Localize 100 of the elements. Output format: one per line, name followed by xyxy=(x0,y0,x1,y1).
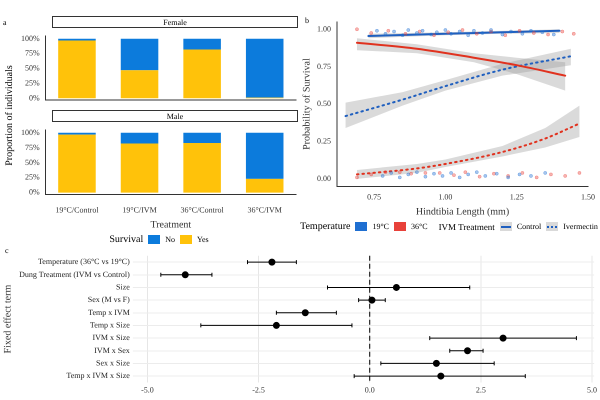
point xyxy=(466,33,470,38)
point xyxy=(404,32,408,36)
y-tick-label: 100% xyxy=(20,34,40,43)
x-tick-label: -5.0 xyxy=(141,385,154,394)
bar xyxy=(246,132,284,179)
point xyxy=(474,32,479,36)
point xyxy=(509,30,513,34)
y-tick-label: Dung Treatment (IVM vs Control) xyxy=(19,270,130,279)
x-axis-title: Treatment xyxy=(150,220,192,231)
x-tick-label: 0.0 xyxy=(364,385,375,394)
legend-label: No xyxy=(165,235,176,244)
y-tick-label: IVM x Sex xyxy=(94,346,130,355)
point xyxy=(472,28,476,33)
bar xyxy=(120,70,158,98)
point xyxy=(369,31,374,35)
x-tick-label: 36°C/IVM xyxy=(248,205,282,214)
point xyxy=(520,32,524,36)
point xyxy=(483,174,488,178)
point xyxy=(432,33,436,38)
point xyxy=(572,32,576,36)
bar xyxy=(120,144,158,193)
point xyxy=(560,30,564,34)
point xyxy=(480,31,484,35)
y-axis-title: Proportion of individuals xyxy=(4,64,15,166)
text: c xyxy=(5,246,9,255)
point xyxy=(540,30,544,34)
x-tick-label: 5.0 xyxy=(586,385,597,394)
point xyxy=(444,28,448,32)
line-series xyxy=(344,55,572,118)
text: IVM Treatment xyxy=(438,222,495,232)
point xyxy=(380,174,384,178)
point xyxy=(503,33,508,38)
point xyxy=(460,28,464,32)
point xyxy=(520,171,524,175)
point xyxy=(446,30,450,34)
point xyxy=(478,174,482,179)
line-series xyxy=(356,122,580,176)
y-tick-label: Temp x IVM xyxy=(88,308,130,317)
y-tick-label: 0.00 xyxy=(317,174,331,184)
bar xyxy=(246,178,284,193)
point xyxy=(389,171,394,175)
bar xyxy=(58,134,96,193)
point xyxy=(529,28,533,33)
legend-label: Ivermectin xyxy=(563,222,598,231)
chart-title: Male xyxy=(52,110,298,122)
point xyxy=(532,31,536,35)
legend-label: Yes xyxy=(197,235,209,244)
y-tick-label: 0.25 xyxy=(317,136,331,146)
point xyxy=(534,176,539,180)
y-tick-label: 0% xyxy=(28,93,40,102)
y-tick-label: 0% xyxy=(28,188,40,197)
point xyxy=(500,32,504,36)
point xyxy=(434,30,439,34)
x-tick-label: 19°C/IVM xyxy=(122,205,157,214)
point xyxy=(458,30,462,34)
legend-title: Survival xyxy=(109,234,144,245)
x-tick-label: -2.5 xyxy=(252,385,265,394)
point xyxy=(529,174,533,178)
y-tick-label: 75% xyxy=(24,142,40,152)
point xyxy=(429,32,433,36)
y-tick-label: 0.75 xyxy=(317,62,331,71)
point xyxy=(543,171,548,175)
point xyxy=(518,172,522,176)
point xyxy=(546,32,550,36)
point xyxy=(449,171,453,175)
line-series xyxy=(356,42,566,77)
y-tick-label: 50% xyxy=(24,64,40,73)
y-tick-label: 100% xyxy=(20,128,40,137)
point xyxy=(369,172,374,176)
point xyxy=(406,28,410,32)
y-tick-label: 0.50 xyxy=(317,99,331,108)
point xyxy=(420,28,424,33)
point xyxy=(440,174,444,178)
point xyxy=(494,172,499,176)
point xyxy=(384,32,388,36)
bar xyxy=(183,38,221,50)
y-tick-label: Sex (M vs F) xyxy=(88,295,130,304)
point xyxy=(400,33,404,38)
legend-label: 36°C xyxy=(411,222,428,231)
point xyxy=(415,170,419,174)
y-tick-label: IVM x Size xyxy=(92,333,130,342)
point xyxy=(563,174,568,178)
point xyxy=(452,173,456,178)
point xyxy=(398,176,402,180)
point xyxy=(406,172,410,176)
point xyxy=(375,28,379,33)
point xyxy=(409,172,414,176)
point xyxy=(466,172,470,176)
y-tick-label: 1.00 xyxy=(317,24,331,34)
text: b xyxy=(305,16,309,25)
legend-label: Control xyxy=(516,222,542,231)
point xyxy=(355,176,359,180)
point xyxy=(355,27,359,32)
legend-title: Temperature xyxy=(300,221,350,232)
text: a xyxy=(3,18,7,27)
y-tick-label: 25% xyxy=(24,78,40,88)
point xyxy=(518,28,522,33)
bar xyxy=(120,38,158,70)
point xyxy=(464,170,468,174)
y-tick-label: 25% xyxy=(24,172,40,182)
